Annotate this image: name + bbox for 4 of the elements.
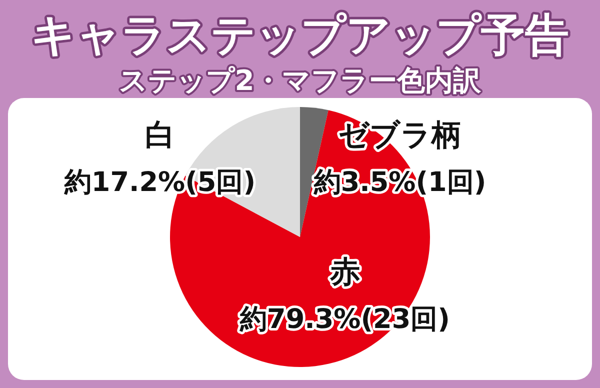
chart-title: キャラステップアップ予告 (31, 10, 569, 61)
slice-label: 赤 (329, 255, 360, 290)
chart-subtitle: ステップ2・マフラー色内訳 (118, 64, 482, 97)
slice-label: 白 (145, 118, 175, 153)
